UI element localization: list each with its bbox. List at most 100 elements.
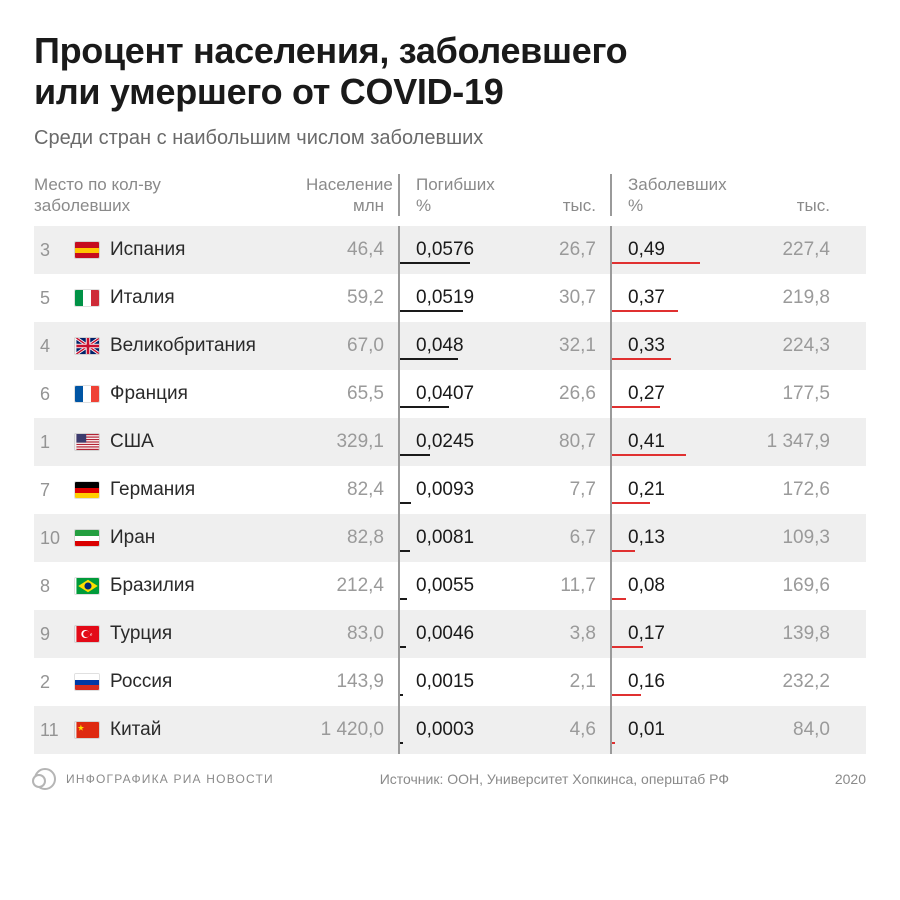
cell-rank: 9 <box>34 624 74 645</box>
case-pct-bar <box>612 694 641 697</box>
cell-case-pct: 0,41 <box>612 431 718 453</box>
cell-country: Испания <box>110 239 306 261</box>
cell-death-thous: 6,7 <box>516 527 610 549</box>
table-row: 8 Бразилия 212,4 0,0055 11,7 0,08 169,6 <box>34 562 866 610</box>
page-subtitle: Среди стран с наибольшим числом заболевш… <box>34 127 866 150</box>
cell-country: Иран <box>110 527 306 549</box>
cell-flag <box>74 529 110 547</box>
cell-flag <box>74 289 110 307</box>
cell-rank: 2 <box>34 672 74 693</box>
cell-death-pct: 0,0015 <box>400 671 516 693</box>
title-line-1: Процент населения, заболевшего <box>34 30 627 71</box>
footer-year: 2020 <box>835 771 866 787</box>
header-deaths-label: Погибших <box>416 175 495 194</box>
case-pct-bar <box>612 406 660 409</box>
cell-population: 59,2 <box>306 287 398 309</box>
cell-death-thous: 26,6 <box>516 383 610 405</box>
cell-rank: 1 <box>34 432 74 453</box>
cell-death-thous: 4,6 <box>516 719 610 741</box>
footer: ИНФОГРАФИКА РИА НОВОСТИ Источник: ООН, У… <box>34 768 866 790</box>
cell-death-thous: 7,7 <box>516 479 610 501</box>
death-pct-bar <box>400 598 407 601</box>
cell-rank: 8 <box>34 576 74 597</box>
flag-icon <box>74 241 100 259</box>
cell-case-thous: 227,4 <box>718 239 830 261</box>
cell-flag <box>74 337 110 355</box>
cell-rank: 3 <box>34 240 74 261</box>
cell-case-thous: 169,6 <box>718 575 830 597</box>
cell-rank: 6 <box>34 384 74 405</box>
header-rank-l1: Место по кол-ву <box>34 175 161 194</box>
case-pct-bar <box>612 358 671 361</box>
death-pct-bar <box>400 358 458 361</box>
flag-icon <box>74 625 100 643</box>
case-pct-bar <box>612 310 678 313</box>
case-pct-bar <box>612 646 643 649</box>
death-pct-bar <box>400 406 449 409</box>
cell-death-pct: 0,0407 <box>400 383 516 405</box>
cell-country: Турция <box>110 623 306 645</box>
ria-logo-icon <box>34 768 56 790</box>
table-row: 1 США 329,1 0,0245 80,7 0,41 1 347,9 <box>34 418 866 466</box>
flag-icon <box>74 337 100 355</box>
cell-population: 212,4 <box>306 575 398 597</box>
cell-case-pct: 0,37 <box>612 287 718 309</box>
cell-rank: 5 <box>34 288 74 309</box>
cell-flag <box>74 481 110 499</box>
cell-case-thous: 177,5 <box>718 383 830 405</box>
cell-population: 82,4 <box>306 479 398 501</box>
header-cases-pct: % <box>628 196 643 215</box>
cell-country: Германия <box>110 479 306 501</box>
cell-death-pct: 0,0519 <box>400 287 516 309</box>
cell-flag <box>74 577 110 595</box>
table-row: 4 Великобритания 67,0 0,048 32,1 0,33 22… <box>34 322 866 370</box>
cell-death-pct: 0,0003 <box>400 719 516 741</box>
cell-death-thous: 80,7 <box>516 431 610 453</box>
flag-icon <box>74 529 100 547</box>
case-pct-bar <box>612 598 626 601</box>
footer-source: Источник: ООН, Университет Хопкинса, опе… <box>380 771 729 787</box>
cell-case-thous: 109,3 <box>718 527 830 549</box>
cell-country: Италия <box>110 287 306 309</box>
table-row: 5 Италия 59,2 0,0519 30,7 0,37 219,8 <box>34 274 866 322</box>
case-pct-bar <box>612 550 635 553</box>
cell-country: Россия <box>110 671 306 693</box>
flag-icon <box>74 385 100 403</box>
header-deaths: Погибших % тыс. <box>400 174 610 217</box>
death-pct-bar <box>400 550 410 553</box>
header-cases-thous: тыс. <box>797 196 830 215</box>
table-header-row: Место по кол-ву заболевших Население млн… <box>34 168 866 227</box>
case-pct-bar <box>612 742 615 745</box>
cell-population: 65,5 <box>306 383 398 405</box>
cell-case-pct: 0,33 <box>612 335 718 357</box>
cell-death-thous: 3,8 <box>516 623 610 645</box>
cell-country: Бразилия <box>110 575 306 597</box>
case-pct-bar <box>612 262 700 265</box>
header-cases: Заболевших % тыс. <box>612 174 830 217</box>
case-pct-bar <box>612 454 686 457</box>
header-deaths-thous: тыс. <box>563 196 596 215</box>
cell-death-pct: 0,0046 <box>400 623 516 645</box>
cell-population: 329,1 <box>306 431 398 453</box>
cell-death-thous: 30,7 <box>516 287 610 309</box>
cell-case-pct: 0,49 <box>612 239 718 261</box>
cell-case-pct: 0,08 <box>612 575 718 597</box>
cell-rank: 11 <box>34 720 74 741</box>
cell-death-pct: 0,048 <box>400 335 516 357</box>
cell-country: Китай <box>110 719 306 741</box>
table-body: 3 Испания 46,4 0,0576 26,7 0,49 227,4 5 … <box>34 226 866 754</box>
death-pct-bar <box>400 262 470 265</box>
footer-brand: ИНФОГРАФИКА РИА НОВОСТИ <box>66 772 274 786</box>
death-pct-bar <box>400 502 411 505</box>
cell-death-thous: 26,7 <box>516 239 610 261</box>
cell-population: 82,8 <box>306 527 398 549</box>
cell-population: 1 420,0 <box>306 719 398 741</box>
death-pct-bar <box>400 646 406 649</box>
cell-rank: 10 <box>34 528 74 549</box>
table-row: 2 Россия 143,9 0,0015 2,1 0,16 232,2 <box>34 658 866 706</box>
cell-rank: 7 <box>34 480 74 501</box>
flag-icon <box>74 433 100 451</box>
cell-case-thous: 139,8 <box>718 623 830 645</box>
flag-icon <box>74 577 100 595</box>
cell-death-pct: 0,0093 <box>400 479 516 501</box>
